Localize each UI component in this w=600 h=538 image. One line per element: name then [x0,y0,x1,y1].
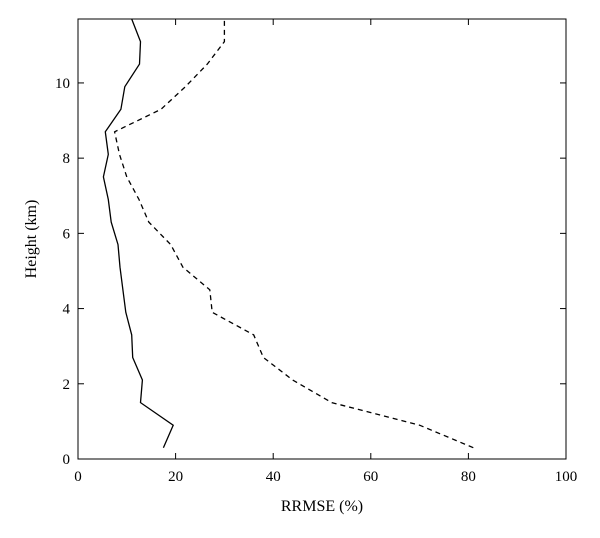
series-layer [102,18,474,449]
y-tick-label: 6 [63,226,71,242]
y-axis-label: Height (km) [23,200,40,279]
x-tick-label: 60 [363,469,378,485]
x-tick-label: 80 [461,469,476,485]
ticks-layer: 0 20 40 60 80 100 0 2 4 6 8 10 [55,19,577,485]
y-tick-label: 4 [63,302,71,318]
x-tick-label: 40 [266,469,281,485]
y-tick-label: 0 [63,452,71,468]
x-tick-label: 100 [555,469,578,485]
y-tick-label: 10 [55,76,70,92]
y-tick-label: 2 [63,377,71,393]
x-axis-label: RRMSE (%) [281,498,363,515]
plot-frame [77,18,567,460]
x-tick-label: 0 [74,469,82,485]
plot-area [77,18,567,460]
x-tick-label: 20 [168,469,183,485]
series-line-1-solid [102,18,175,448]
y-tick-label: 8 [63,151,71,167]
series-line-2-dashed [113,19,474,449]
